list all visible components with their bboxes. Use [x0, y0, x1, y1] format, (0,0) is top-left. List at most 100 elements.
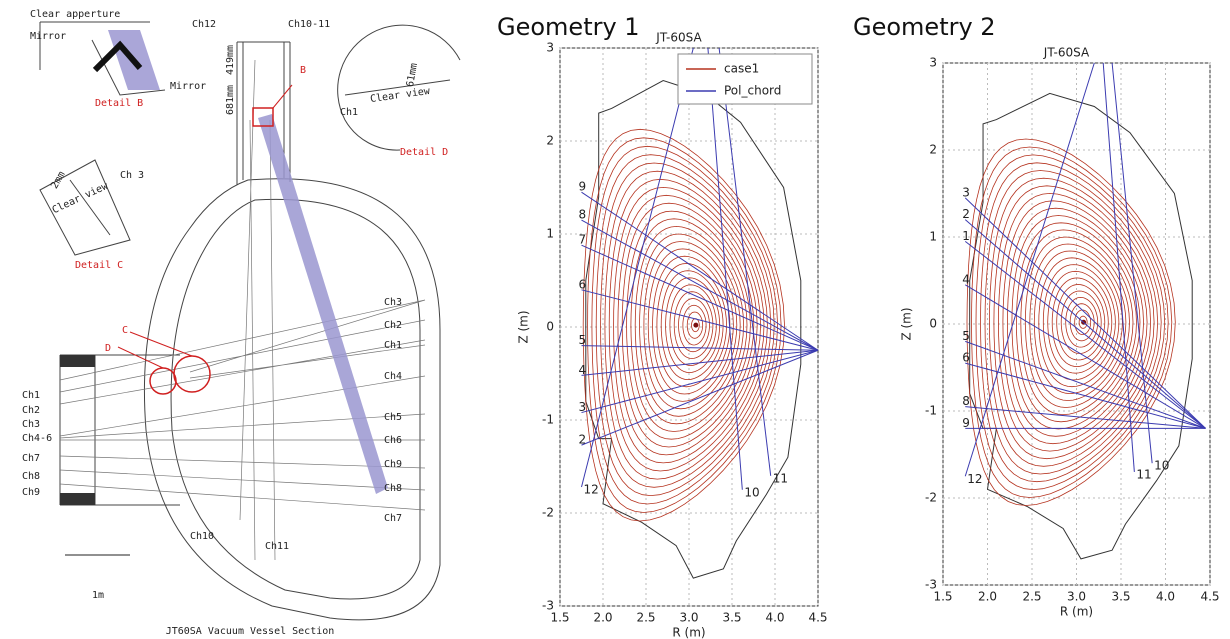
flange	[60, 355, 95, 367]
x-tick-label: 3.0	[679, 611, 698, 625]
y-tick-label: -3	[925, 578, 937, 592]
label: Clear apperture	[30, 9, 120, 20]
flange	[60, 493, 95, 505]
legend-label: case1	[724, 62, 759, 76]
chord-label: 11	[773, 471, 788, 485]
chord-label: 12	[967, 472, 982, 486]
detail-circle	[174, 356, 210, 392]
channel-label: Ch6	[384, 435, 402, 446]
chord	[965, 363, 1205, 428]
chart-title: Geometry 2	[853, 13, 996, 41]
y-tick-label: 0	[546, 320, 554, 334]
chord	[582, 350, 819, 412]
y-tick-label: 1	[546, 227, 554, 241]
channel-label: Ch8	[384, 483, 402, 494]
y-axis-label: Z (m)	[517, 310, 531, 343]
label: 419mm	[225, 45, 236, 75]
plot: Geometry 1JT-60SA1.52.02.53.03.54.04.5-3…	[497, 13, 828, 639]
chord-label: 8	[962, 394, 970, 408]
y-tick-label: 1	[929, 230, 937, 244]
channel-label: Ch9	[22, 487, 40, 498]
chord-label: 11	[1136, 467, 1151, 481]
chord-label: 2	[579, 433, 587, 447]
flux-surface	[972, 147, 1172, 498]
label: Ch12	[192, 19, 216, 30]
channel-label: Ch7	[384, 513, 402, 524]
chord	[582, 350, 819, 445]
x-tick-label: 4.0	[765, 611, 784, 625]
chord-label: 6	[579, 277, 587, 291]
detail-d-frame	[338, 25, 460, 150]
x-axis-label: R (m)	[672, 626, 705, 639]
x-tick-label: 1.5	[933, 590, 952, 604]
label: Detail C	[75, 260, 123, 271]
label: Ch11	[265, 541, 289, 552]
channel-label: Ch3	[384, 297, 402, 308]
chord	[965, 285, 1205, 429]
side-port	[60, 355, 180, 505]
y-tick-label: 2	[929, 143, 937, 157]
chord-label: 9	[579, 180, 587, 194]
label: 681mm	[225, 85, 236, 115]
chord	[582, 350, 819, 375]
flux-surface	[981, 163, 1165, 482]
y-tick-label: 3	[929, 56, 937, 70]
chord-label: 10	[744, 485, 759, 499]
label: Mirror	[170, 81, 206, 92]
x-tick-label: 1.5	[550, 611, 569, 625]
chord	[965, 241, 1205, 428]
chord	[965, 63, 1094, 476]
y-tick-label: 3	[546, 41, 554, 55]
y-tick-label: 0	[929, 317, 937, 331]
chord-label: 5	[579, 333, 587, 347]
legend-label: Pol_chord	[724, 84, 781, 98]
label: Ch1	[340, 107, 358, 118]
label: Ch10-11	[288, 19, 330, 30]
y-tick-label: 2	[546, 134, 554, 148]
channel-label: Ch1	[384, 340, 402, 351]
x-tick-label: 3.5	[1111, 590, 1130, 604]
chord-label: 7	[579, 233, 587, 247]
caption: JT60SA Vacuum Vessel Section	[166, 626, 335, 637]
label: 61mm	[405, 62, 420, 88]
chord-label: 1	[962, 229, 970, 243]
y-axis-label: Z (m)	[900, 307, 914, 340]
label: Clear view	[369, 86, 431, 105]
x-tick-label: 4.5	[808, 611, 827, 625]
flux-surface	[601, 163, 771, 487]
channel-label: Ch1	[22, 390, 40, 401]
channel-label: Ch2	[22, 405, 40, 416]
chord	[965, 341, 1205, 428]
chord-label: 5	[962, 329, 970, 343]
chord	[965, 198, 1205, 429]
chord	[719, 48, 771, 476]
x-tick-label: 4.5	[1200, 590, 1219, 604]
flux-surface	[1012, 216, 1140, 430]
x-tick-label: 3.0	[1067, 590, 1086, 604]
chart-subtitle: JT-60SA	[655, 31, 702, 45]
y-tick-label: -1	[542, 413, 554, 427]
chord-label: 9	[962, 416, 970, 430]
chord	[582, 220, 819, 350]
label: Detail D	[400, 147, 448, 158]
channel-label: Ch7	[22, 453, 40, 464]
chord-label: 8	[579, 208, 587, 222]
chord-label: 2	[962, 207, 970, 221]
scale-label: 1m	[92, 590, 104, 601]
x-tick-label: 4.0	[1156, 590, 1175, 604]
y-tick-label: -2	[542, 506, 554, 520]
chord-label: 12	[584, 482, 599, 496]
magnetic-axis	[693, 323, 698, 328]
chart-title: Geometry 1	[497, 13, 640, 41]
x-tick-label: 2.0	[593, 611, 612, 625]
label: Ch 3	[120, 170, 144, 181]
vessel-diagram: Clear apperture Mirror Detail B Mirror C…	[22, 9, 460, 637]
chord-label: 3	[962, 185, 970, 199]
chart-subtitle: JT-60SA	[1043, 46, 1090, 60]
chord-label: 3	[579, 400, 587, 414]
chord-label: 4	[579, 363, 587, 377]
label: B	[300, 65, 306, 76]
chord-beam	[258, 114, 388, 494]
y-tick-label: -1	[925, 404, 937, 418]
channel-label: Ch4	[384, 371, 402, 382]
